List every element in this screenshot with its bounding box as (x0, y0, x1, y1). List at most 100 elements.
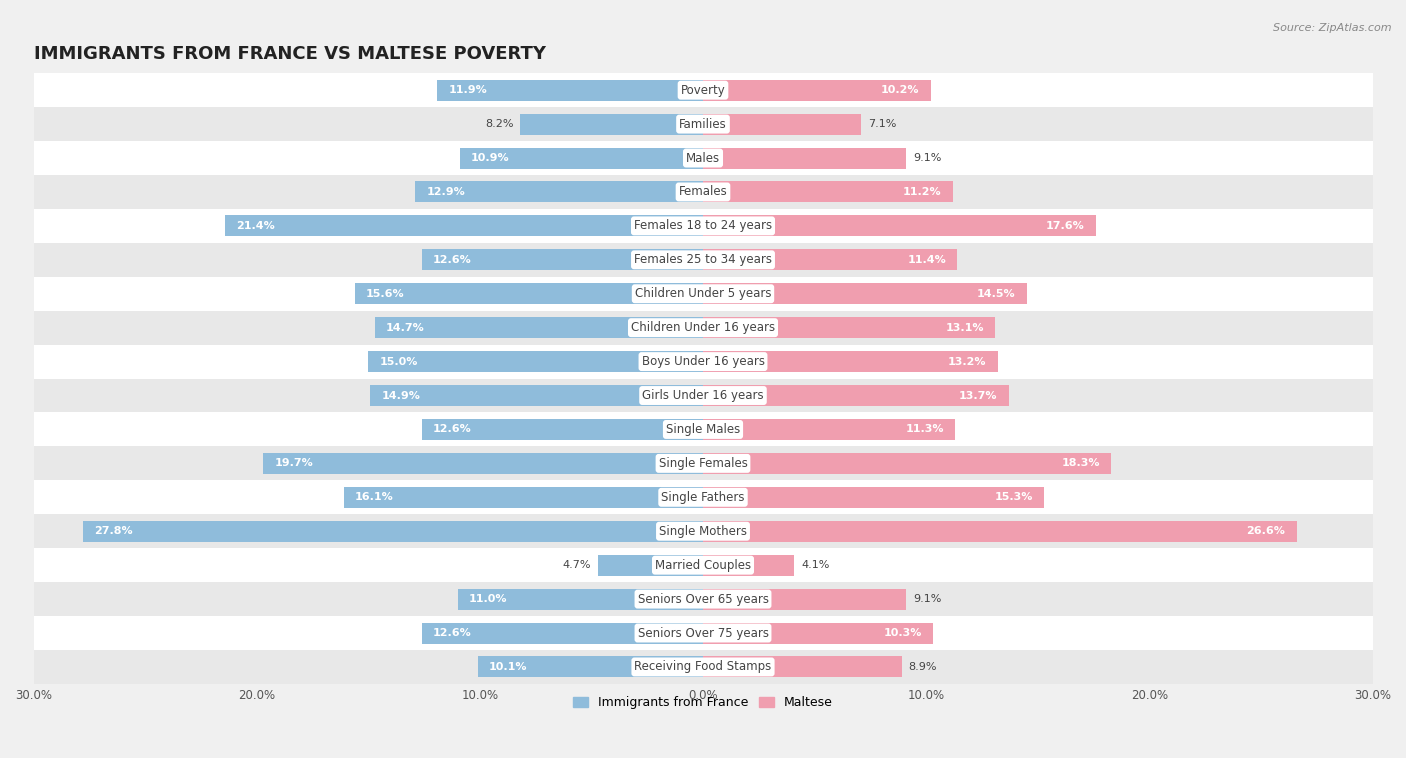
Text: 11.9%: 11.9% (449, 85, 488, 96)
Bar (263, 453, 703, 474)
Bar (703, 385, 1008, 406)
Bar (354, 283, 703, 304)
Bar (703, 317, 995, 338)
Text: 14.9%: 14.9% (381, 390, 420, 400)
Text: Males: Males (686, 152, 720, 164)
Text: 16.1%: 16.1% (354, 492, 394, 503)
Text: Families: Families (679, 117, 727, 130)
Bar (703, 656, 901, 678)
Text: Single Females: Single Females (658, 457, 748, 470)
Text: 21.4%: 21.4% (236, 221, 276, 231)
Bar (703, 181, 953, 202)
Text: 11.4%: 11.4% (907, 255, 946, 265)
Bar (703, 80, 931, 101)
Text: Children Under 5 years: Children Under 5 years (634, 287, 772, 300)
Text: 11.2%: 11.2% (903, 187, 942, 197)
Text: 10.1%: 10.1% (489, 662, 527, 672)
Bar (34, 582, 1372, 616)
Bar (34, 412, 1372, 446)
Bar (83, 521, 703, 542)
Bar (34, 243, 1372, 277)
Text: Receiving Food Stamps: Receiving Food Stamps (634, 660, 772, 673)
Bar (703, 114, 862, 135)
Bar (703, 283, 1026, 304)
Bar (422, 249, 703, 271)
Text: Single Mothers: Single Mothers (659, 525, 747, 537)
Text: 14.7%: 14.7% (387, 323, 425, 333)
Text: 8.2%: 8.2% (485, 119, 513, 129)
Bar (703, 453, 1111, 474)
Bar (478, 656, 703, 678)
Text: 4.7%: 4.7% (562, 560, 592, 570)
Text: Females 18 to 24 years: Females 18 to 24 years (634, 219, 772, 233)
Bar (343, 487, 703, 508)
Bar (598, 555, 703, 575)
Bar (34, 209, 1372, 243)
Bar (34, 345, 1372, 378)
Text: 12.6%: 12.6% (433, 255, 472, 265)
Bar (703, 148, 905, 168)
Bar (371, 385, 703, 406)
Text: 15.0%: 15.0% (380, 356, 418, 367)
Text: Females: Females (679, 186, 727, 199)
Bar (422, 622, 703, 644)
Bar (520, 114, 703, 135)
Bar (703, 351, 998, 372)
Text: 12.9%: 12.9% (426, 187, 465, 197)
Text: 26.6%: 26.6% (1247, 526, 1285, 536)
Text: 19.7%: 19.7% (274, 459, 314, 468)
Text: Poverty: Poverty (681, 83, 725, 97)
Text: Boys Under 16 years: Boys Under 16 years (641, 355, 765, 368)
Text: 10.3%: 10.3% (883, 628, 922, 638)
Bar (225, 215, 703, 236)
Text: 10.2%: 10.2% (882, 85, 920, 96)
Text: 15.6%: 15.6% (366, 289, 405, 299)
Bar (34, 311, 1372, 345)
Bar (703, 588, 905, 609)
Text: Married Couples: Married Couples (655, 559, 751, 572)
Bar (703, 419, 955, 440)
Text: Girls Under 16 years: Girls Under 16 years (643, 389, 763, 402)
Bar (34, 514, 1372, 548)
Text: 27.8%: 27.8% (94, 526, 132, 536)
Bar (375, 317, 703, 338)
Text: 18.3%: 18.3% (1062, 459, 1101, 468)
Text: 11.3%: 11.3% (905, 424, 943, 434)
Text: Children Under 16 years: Children Under 16 years (631, 321, 775, 334)
Bar (34, 481, 1372, 514)
Text: 12.6%: 12.6% (433, 424, 472, 434)
Text: IMMIGRANTS FROM FRANCE VS MALTESE POVERTY: IMMIGRANTS FROM FRANCE VS MALTESE POVERT… (34, 45, 546, 64)
Bar (34, 378, 1372, 412)
Text: 13.1%: 13.1% (946, 323, 984, 333)
Text: 9.1%: 9.1% (912, 153, 941, 163)
Bar (703, 622, 932, 644)
Bar (457, 588, 703, 609)
Bar (415, 181, 703, 202)
Text: 13.7%: 13.7% (959, 390, 998, 400)
Text: 14.5%: 14.5% (977, 289, 1015, 299)
Text: Single Males: Single Males (666, 423, 740, 436)
Text: Source: ZipAtlas.com: Source: ZipAtlas.com (1274, 23, 1392, 33)
Bar (703, 215, 1095, 236)
Bar (34, 548, 1372, 582)
Text: 11.0%: 11.0% (468, 594, 508, 604)
Text: Seniors Over 75 years: Seniors Over 75 years (637, 627, 769, 640)
Bar (703, 555, 794, 575)
Text: 15.3%: 15.3% (995, 492, 1033, 503)
Text: 17.6%: 17.6% (1046, 221, 1084, 231)
Bar (34, 107, 1372, 141)
Text: 7.1%: 7.1% (868, 119, 897, 129)
Bar (34, 446, 1372, 481)
Bar (34, 616, 1372, 650)
Text: Females 25 to 34 years: Females 25 to 34 years (634, 253, 772, 266)
Bar (34, 141, 1372, 175)
Text: 12.6%: 12.6% (433, 628, 472, 638)
Bar (34, 650, 1372, 684)
Legend: Immigrants from France, Maltese: Immigrants from France, Maltese (568, 691, 838, 714)
Bar (703, 521, 1296, 542)
Text: Seniors Over 65 years: Seniors Over 65 years (637, 593, 769, 606)
Text: 4.1%: 4.1% (801, 560, 830, 570)
Text: 13.2%: 13.2% (948, 356, 987, 367)
Bar (422, 419, 703, 440)
Text: 8.9%: 8.9% (908, 662, 936, 672)
